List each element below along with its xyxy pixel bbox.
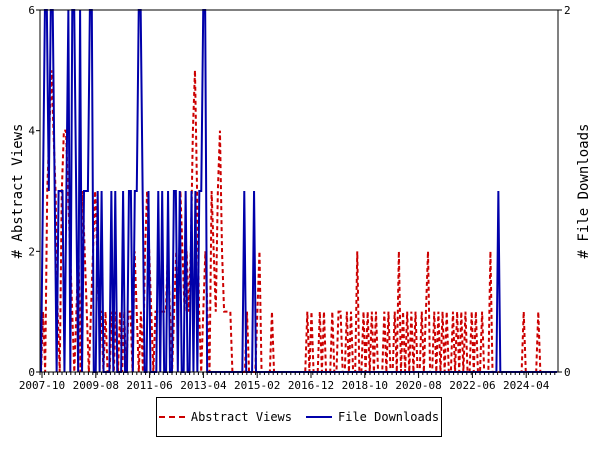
x-tick-label: 2013-04 [180, 379, 227, 392]
legend-label-file-downloads: File Downloads [338, 410, 440, 424]
legend-swatch-dashed-line [158, 416, 185, 418]
series-line-file-downloads [40, 9, 557, 373]
x-tick-label: 2009-08 [73, 379, 119, 392]
x-tick-label: 2015-02 [234, 379, 280, 392]
series-line-abstract-views [40, 70, 557, 373]
y-right-tick-label: 2 [564, 4, 571, 17]
y-axis-right-title: # File Downloads [576, 124, 592, 259]
legend-label-abstract-views: Abstract Views [190, 410, 292, 424]
legend: Abstract Views File Downloads [156, 397, 442, 437]
x-tick-label: 2024-04 [503, 379, 550, 392]
plot-frame [39, 9, 559, 373]
y-left-tick-label: 6 [28, 4, 35, 17]
y-left-tick-label: 4 [28, 125, 35, 138]
x-tick-label: 2020-08 [395, 379, 441, 392]
x-tick-label: 2016-12 [288, 379, 334, 392]
y-left-tick-label: 2 [28, 245, 35, 258]
x-tick-label: 2022-06 [449, 379, 495, 392]
y-right-tick-label: 0 [564, 366, 571, 379]
legend-swatch-solid-line [306, 416, 332, 418]
legend-item-abstract-views: Abstract Views [158, 410, 292, 424]
legend-item-file-downloads: File Downloads [306, 410, 439, 424]
x-tick-label: 2007-10 [19, 379, 65, 392]
y-left-tick-label: 0 [28, 366, 35, 379]
x-tick-label: 2018-10 [342, 379, 388, 392]
x-tick-label: 2011-06 [126, 379, 172, 392]
plot-area [40, 9, 557, 373]
axes: 0 2 4 6 0 2 2007-10 2009-08 2011-06 2013-04 2015-0… [19, 4, 571, 392]
y-axis-left-title: # Abstract Views [10, 124, 26, 259]
